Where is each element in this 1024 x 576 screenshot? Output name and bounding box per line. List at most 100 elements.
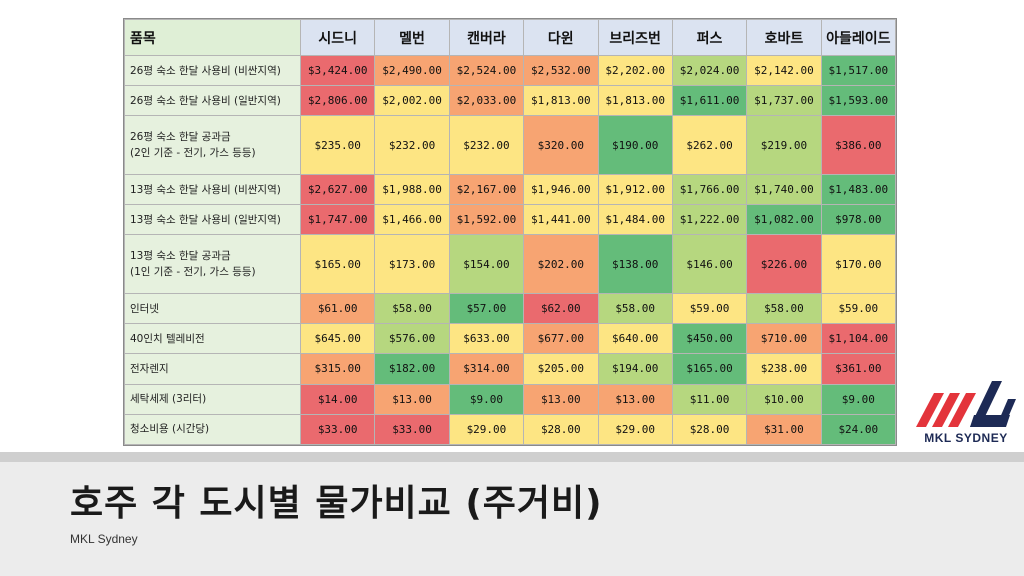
table-row: 13평 숙소 한달 공과금 (1인 기준 - 전기, 가스 등등) $165.00 $… [124, 234, 897, 294]
row-label: 13평 숙소 한달 사용비 (일반지역) [124, 204, 301, 236]
column-header-6: 퍼스 [671, 19, 748, 56]
item-column-header: 품목 [124, 19, 301, 56]
row-label-line: 26평 숙소 한달 공과금 [130, 131, 231, 144]
price-cell: $1,466.00 [374, 204, 450, 236]
price-cell: $232.00 [448, 115, 525, 175]
price-cell: $194.00 [597, 353, 673, 385]
row-label: 13평 숙소 한달 공과금 (1인 기준 - 전기, 가스 등등) [124, 234, 301, 294]
price-cell: $14.00 [299, 383, 376, 415]
price-cell: $2,806.00 [299, 85, 376, 117]
price-cell: $3,424.00 [299, 54, 376, 87]
price-cell: $9.00 [820, 383, 897, 415]
price-cell: $1,747.00 [299, 204, 376, 236]
row-label-line: 26평 숙소 한달 사용비 (비싼지역) [130, 64, 281, 77]
price-cell: $59.00 [671, 292, 748, 325]
price-cell: $2,202.00 [597, 54, 673, 87]
price-cell: $361.00 [820, 353, 897, 385]
row-label-line: 세탁세제 (3리터) [130, 393, 207, 406]
price-cell: $1,592.00 [448, 204, 525, 236]
price-cell: $645.00 [299, 323, 376, 355]
price-cell: $226.00 [746, 234, 822, 294]
price-cell: $2,524.00 [448, 54, 525, 87]
row-label: 13평 숙소 한달 사용비 (비싼지역) [124, 173, 301, 206]
row-label-line: 청소비용 (시간당) [130, 423, 210, 436]
column-header-7: 호바트 [746, 19, 822, 56]
row-label: 인터넷 [124, 292, 301, 325]
price-cell: $710.00 [746, 323, 822, 355]
row-label: 전자렌지 [124, 353, 301, 385]
price-cell: $29.00 [448, 413, 525, 446]
price-cell: $146.00 [671, 234, 748, 294]
price-cell: $28.00 [671, 413, 748, 446]
row-label: 청소비용 (시간당) [124, 413, 301, 446]
price-cell: $182.00 [374, 353, 450, 385]
price-cell: $57.00 [448, 292, 525, 325]
mkl-sydney-logo: MKL SYDNEY [912, 375, 1020, 455]
price-cell: $1,222.00 [671, 204, 748, 236]
row-label-line: (1인 기준 - 전기, 가스 등등) [130, 266, 256, 279]
row-label: 세탁세제 (3리터) [124, 383, 301, 415]
price-cell: $1,813.00 [523, 85, 599, 117]
price-cell: $165.00 [299, 234, 376, 294]
price-cell: $235.00 [299, 115, 376, 175]
price-cell: $1,483.00 [820, 173, 897, 206]
price-cell: $2,532.00 [523, 54, 599, 87]
price-cell: $59.00 [820, 292, 897, 325]
table-row: 전자렌지 $315.00 $182.00 $314.00 $205.00 $194.00 $… [124, 353, 897, 385]
table-row: 26평 숙소 한달 공과금 (2인 기준 - 전기, 가스 등등) $235.00 $… [124, 115, 897, 175]
price-cell: $33.00 [374, 413, 450, 446]
price-cell: $2,024.00 [671, 54, 748, 87]
price-cell: $314.00 [448, 353, 525, 385]
price-cell: $238.00 [746, 353, 822, 385]
price-cell: $202.00 [523, 234, 599, 294]
price-cell: $1,517.00 [820, 54, 897, 87]
price-cell: $29.00 [597, 413, 673, 446]
price-cell: $640.00 [597, 323, 673, 355]
column-header-2: 멜번 [374, 19, 450, 56]
price-cell: $1,484.00 [597, 204, 673, 236]
price-cell: $2,490.00 [374, 54, 450, 87]
price-cell: $576.00 [374, 323, 450, 355]
price-cell: $1,082.00 [746, 204, 822, 236]
price-cell: $13.00 [523, 383, 599, 415]
price-cell: $1,912.00 [597, 173, 673, 206]
price-cell: $1,104.00 [820, 323, 897, 355]
column-header-4: 다윈 [523, 19, 599, 56]
price-comparison-table: 품목 시드니 멜번 캔버라 다윈 브리즈번 퍼스 호바트 아들레이드 26평 숙소 한달 사용… [123, 18, 897, 446]
price-cell: $28.00 [523, 413, 599, 446]
row-label-line: (2인 기준 - 전기, 가스 등등) [130, 147, 256, 160]
price-cell: $219.00 [746, 115, 822, 175]
price-cell: $24.00 [820, 413, 897, 446]
price-cell: $154.00 [448, 234, 525, 294]
column-header-5: 브리즈번 [597, 19, 673, 56]
table-row: 인터넷 $61.00 $58.00 $57.00 $62.00 $58.00 $59.00 $… [124, 292, 897, 325]
slide-subtitle: MKL Sydney [70, 532, 138, 546]
table-row: 세탁세제 (3리터) $14.00 $13.00 $9.00 $13.00 $13.00 $… [124, 383, 897, 415]
price-cell: $1,611.00 [671, 85, 748, 117]
price-cell: $2,002.00 [374, 85, 450, 117]
price-cell: $170.00 [820, 234, 897, 294]
row-label-line: 13평 숙소 한달 사용비 (비싼지역) [130, 183, 281, 196]
price-cell: $1,737.00 [746, 85, 822, 117]
row-label-line: 인터넷 [130, 302, 159, 315]
price-cell: $1,766.00 [671, 173, 748, 206]
row-label-line: 40인치 텔레비전 [130, 332, 205, 345]
price-cell: $13.00 [597, 383, 673, 415]
price-cell: $2,142.00 [746, 54, 822, 87]
column-header-3: 캔버라 [448, 19, 525, 56]
price-cell: $205.00 [523, 353, 599, 385]
price-cell: $978.00 [820, 204, 897, 236]
price-cell: $633.00 [448, 323, 525, 355]
row-label-line: 13평 숙소 한달 사용비 (일반지역) [130, 213, 281, 226]
price-cell: $190.00 [597, 115, 673, 175]
price-cell: $2,033.00 [448, 85, 525, 117]
price-cell: $315.00 [299, 353, 376, 385]
table-row: 13평 숙소 한달 사용비 (비싼지역) $2,627.00 $1,988.00 $2… [124, 173, 897, 206]
price-cell: $33.00 [299, 413, 376, 446]
row-label: 26평 숙소 한달 사용비 (비싼지역) [124, 54, 301, 87]
row-label: 26평 숙소 한달 사용비 (일반지역) [124, 85, 301, 117]
mkl-logo-graphic [916, 381, 1016, 427]
table-row: 13평 숙소 한달 사용비 (일반지역) $1,747.00 $1,466.00 $1… [124, 204, 897, 236]
row-label-line: 26평 숙소 한달 사용비 (일반지역) [130, 94, 281, 107]
